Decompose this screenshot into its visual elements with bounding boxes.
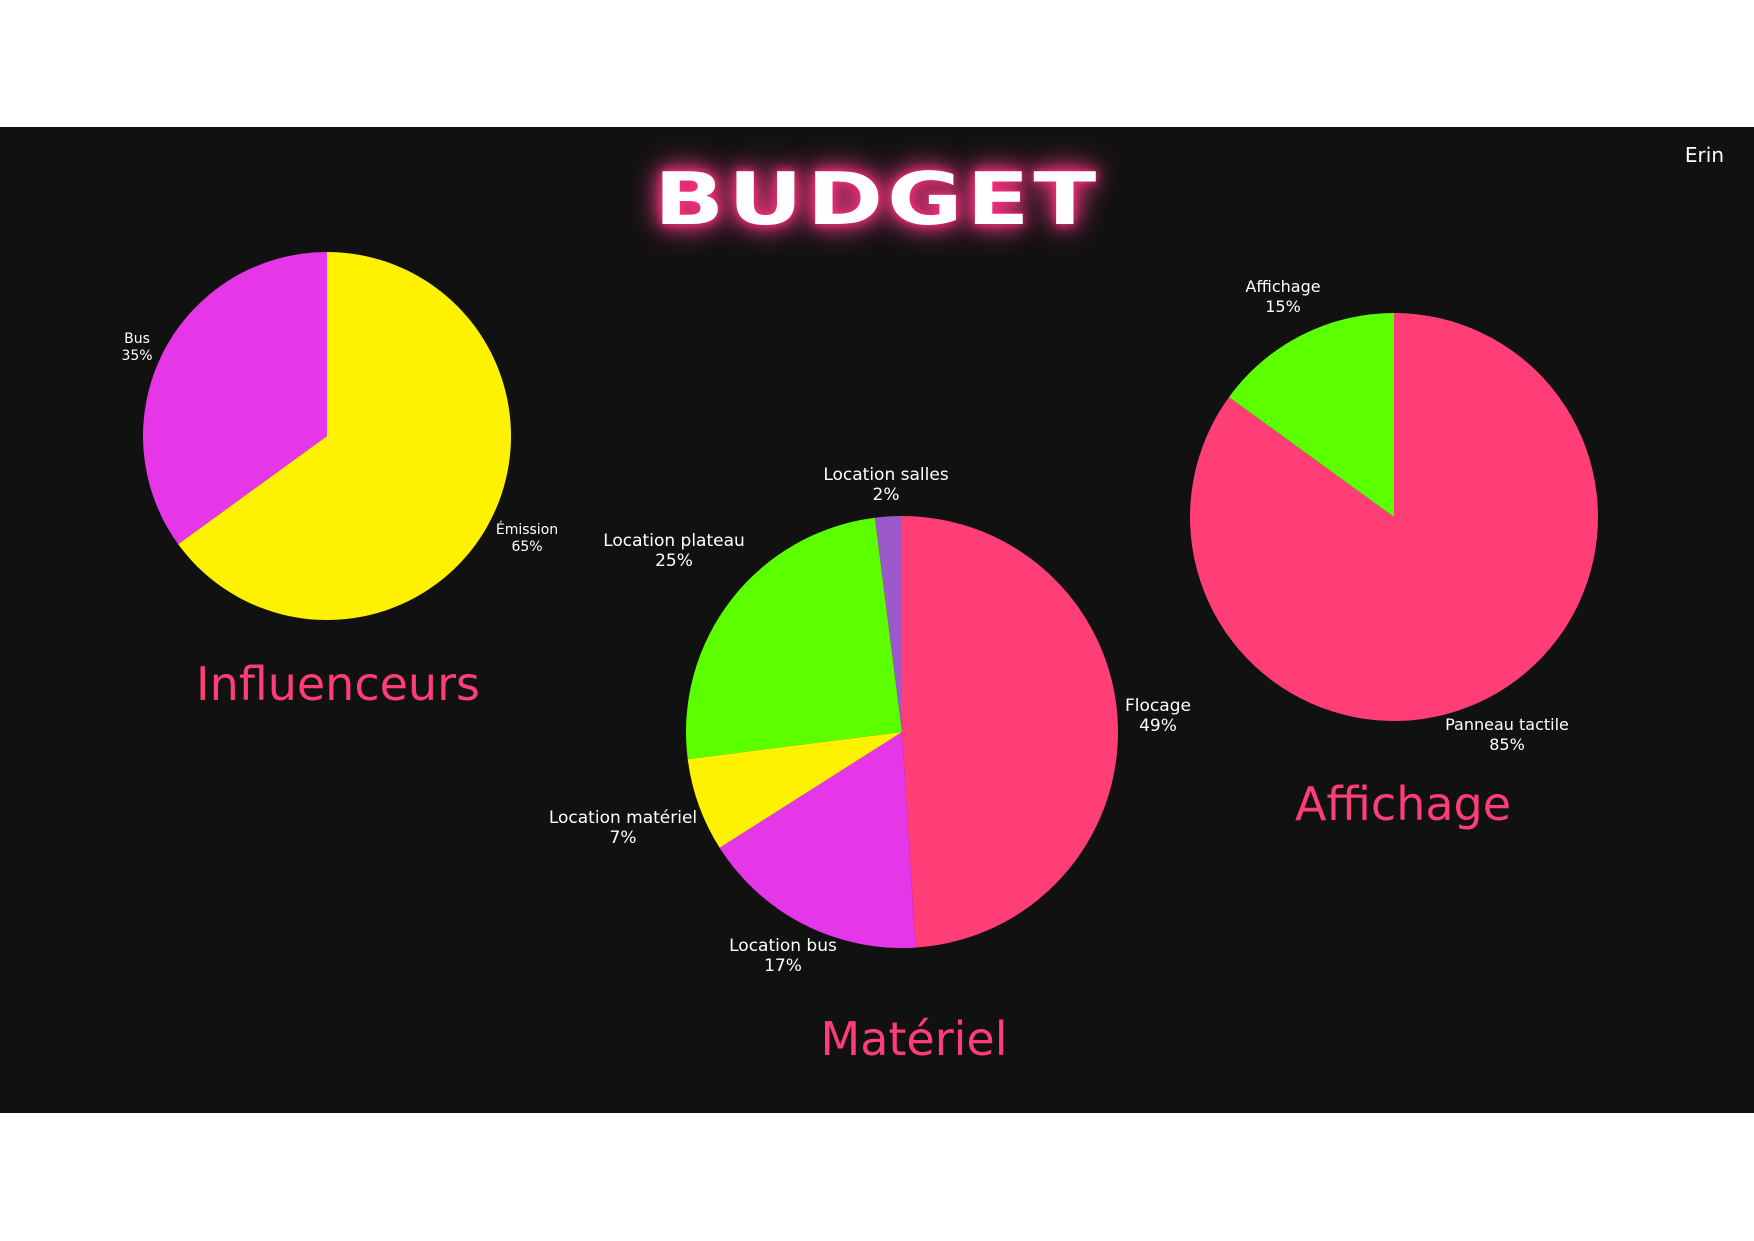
author-name: Erin [1684,143,1724,167]
slice-value-label: 17% [764,956,802,976]
slice-label: Location plateau [603,531,745,551]
pie-slice--mission [178,252,511,620]
slice-label: Location bus [729,936,837,956]
budget-slide: Erin BUDGET Émission 65% Bus 35% Flocage 49% L… [0,127,1754,1113]
chart-title-materiel: Matériel [820,1012,1008,1066]
slice-label: Affichage [1245,277,1320,296]
slice-value-label: 65% [511,539,542,555]
slice-value-label: 25% [655,551,693,571]
slice-value-label: 49% [1139,716,1177,736]
slide-title: BUDGET [653,157,1101,241]
slice-value-label: 15% [1265,297,1301,316]
slice-label: Location salles [823,465,948,485]
pie-slice-location-bus [719,732,916,948]
slice-value-label: 2% [873,485,900,505]
pie-slice-affichage [1228,313,1394,517]
pie-slice-bus [142,252,327,545]
slice-label: Panneau tactile [1445,715,1569,734]
slice-label: Bus [124,331,150,347]
slice-label: Émission [496,521,558,538]
slice-value-label: 7% [610,828,637,848]
pie-slice-location-plateau [686,517,902,760]
pie-slice-location-mat-riel [687,732,902,848]
slice-label: Location matériel [549,808,697,828]
pie-slice-flocage [902,516,1119,948]
chart-title-influenceurs: Influenceurs [196,657,480,711]
slice-label: Flocage [1125,696,1191,716]
chart-title-affichage: Affichage [1294,777,1512,831]
slice-value-label: 85% [1489,735,1525,754]
slice-value-label: 35% [121,348,152,364]
pie-slice-location-salles [874,516,902,732]
